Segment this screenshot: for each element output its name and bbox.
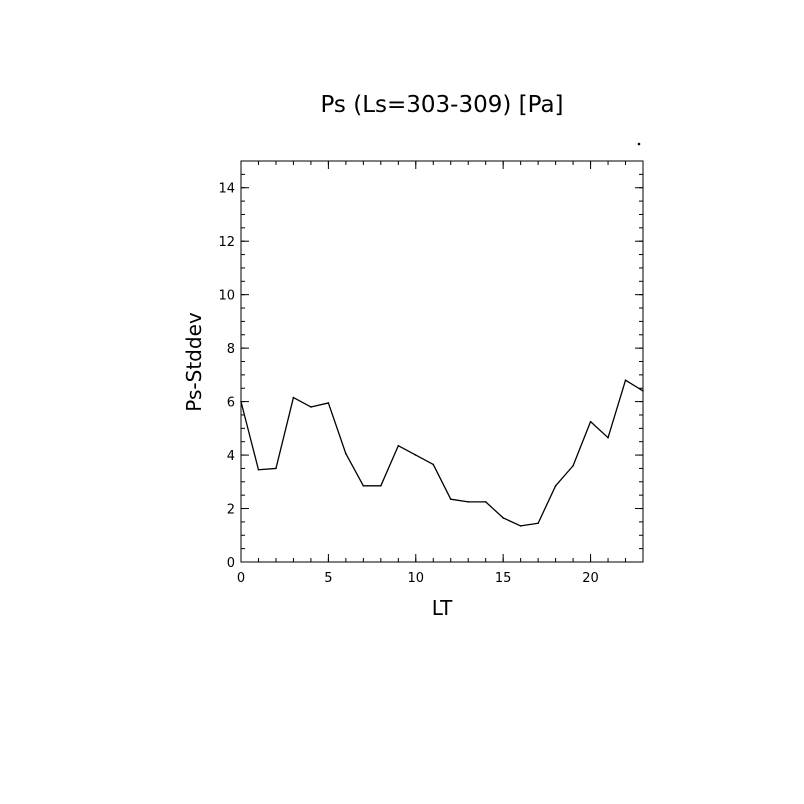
- x-tick-label: 5: [324, 571, 332, 586]
- data-point: [310, 406, 312, 408]
- y-tick-label: 8: [227, 342, 235, 357]
- x-tick-label: 20: [582, 571, 599, 586]
- chart-title: Ps (Ls=303-309) [Pa]: [320, 92, 563, 118]
- series-line: [240, 379, 644, 527]
- y-tick-label: 6: [227, 396, 235, 411]
- data-point: [589, 420, 592, 423]
- y-axis-label: Ps-Stddev: [182, 312, 206, 412]
- data-points: [240, 379, 644, 527]
- data-point: [572, 464, 574, 467]
- data-point: [240, 400, 242, 403]
- data-point: [467, 501, 470, 503]
- plot-frame: [240, 160, 644, 563]
- data-point: [484, 501, 487, 503]
- x-tick-label: 15: [495, 571, 512, 586]
- data-point: [642, 390, 644, 392]
- y-tick-label: 2: [227, 503, 235, 518]
- y-tick-labels: 0 2 4 6 8 10 12 14: [218, 182, 235, 571]
- x-tick-label: 0: [237, 571, 245, 586]
- data-point: [345, 452, 347, 455]
- y-major-ticks: [241, 187, 643, 563]
- x-tick-labels: 0 5 10 15 20: [237, 571, 599, 586]
- data-point: [624, 379, 627, 382]
- data-point: [537, 522, 539, 525]
- x-minor-ticks: [240, 161, 644, 562]
- data-point: [397, 444, 400, 447]
- data-point: [275, 467, 277, 470]
- x-tick-label: 10: [408, 571, 425, 586]
- x-major-ticks: [240, 161, 592, 562]
- data-point: [449, 498, 452, 500]
- y-minor-ticks: [241, 160, 643, 563]
- x-axis-label: LT: [432, 596, 453, 620]
- data-point: [380, 485, 382, 487]
- data-point: [257, 468, 260, 471]
- data-point: [519, 525, 522, 527]
- data-point: [432, 463, 435, 466]
- data-point: [414, 454, 417, 456]
- data-point: [327, 402, 330, 404]
- corner-dot: [637, 142, 641, 146]
- data-point: [554, 485, 557, 487]
- data-point: [502, 517, 504, 519]
- data-point: [362, 485, 365, 487]
- data-point: [607, 436, 609, 439]
- y-tick-label: 12: [218, 235, 235, 250]
- y-tick-label: 0: [227, 556, 235, 571]
- y-tick-label: 4: [227, 449, 235, 464]
- y-tick-label: 10: [218, 289, 235, 304]
- data-point: [292, 396, 295, 399]
- y-tick-label: 14: [218, 182, 235, 197]
